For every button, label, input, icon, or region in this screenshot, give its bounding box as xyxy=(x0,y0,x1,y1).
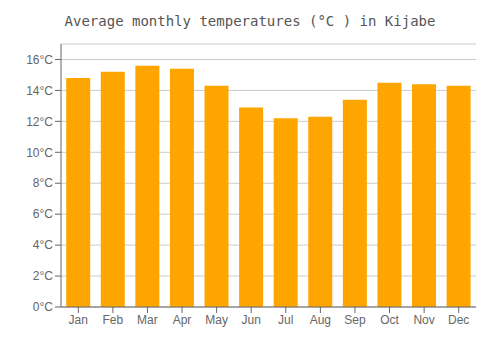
svg-text:14°C: 14°C xyxy=(26,84,53,98)
svg-text:Feb: Feb xyxy=(103,313,124,327)
svg-text:12°C: 12°C xyxy=(26,115,53,129)
svg-text:Mar: Mar xyxy=(137,313,158,327)
svg-text:Apr: Apr xyxy=(173,313,192,327)
svg-text:Jan: Jan xyxy=(69,313,88,327)
svg-text:Aug: Aug xyxy=(310,313,331,327)
svg-text:May: May xyxy=(205,313,228,327)
svg-text:0°C: 0°C xyxy=(33,300,53,314)
svg-text:Nov: Nov xyxy=(413,313,434,327)
svg-text:16°C: 16°C xyxy=(26,53,53,67)
svg-text:6°C: 6°C xyxy=(33,207,53,221)
html-text:Average monthly temperatures (: Average monthly temperatures (°C ) in Ki… xyxy=(64,13,436,29)
svg-text:Jul: Jul xyxy=(278,313,293,327)
svg-text:Jun: Jun xyxy=(242,313,261,327)
svg-text:8°C: 8°C xyxy=(33,176,53,190)
svg-text:4°C: 4°C xyxy=(33,238,53,252)
svg-text:Sep: Sep xyxy=(344,313,366,327)
svg-text:Oct: Oct xyxy=(380,313,399,327)
svg-text:2°C: 2°C xyxy=(33,269,53,283)
svg-text:Dec: Dec xyxy=(448,313,469,327)
svg-text:10°C: 10°C xyxy=(26,146,53,160)
